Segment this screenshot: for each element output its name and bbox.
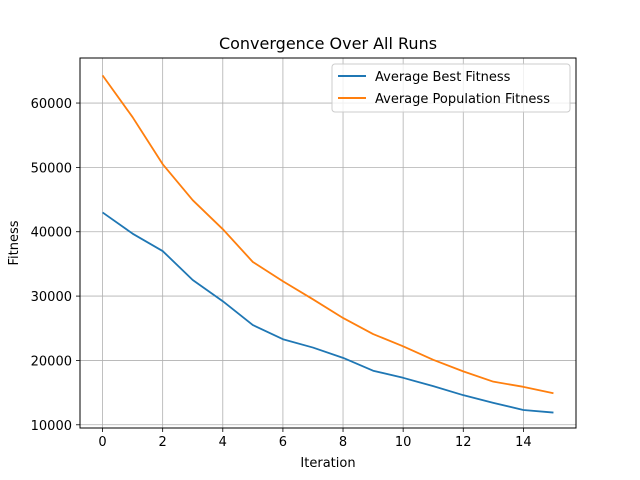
plot-frame: [79, 57, 577, 429]
series-lines: [101, 74, 554, 414]
y-tick-label: 60000: [31, 97, 72, 112]
x-tick-label: 8: [339, 435, 347, 450]
y-axis-ticks: 10000 20000 30000 40000 50000 60000: [31, 97, 80, 434]
grid: [80, 58, 576, 428]
x-tick-label: 0: [98, 435, 106, 450]
legend: Average Best Fitness Average Population …: [331, 63, 571, 113]
x-tick-label: 4: [219, 435, 227, 450]
x-tick-label: 10: [395, 435, 412, 450]
legend-label-population: Average Population Fitness: [375, 92, 550, 107]
x-tick-label: 2: [159, 435, 167, 450]
x-tick-label: 6: [279, 435, 287, 450]
y-axis-label: Fitness: [7, 220, 22, 265]
series-line-population-fitness: [101, 74, 554, 395]
legend-box: [331, 63, 571, 113]
x-axis-label: Iteration: [300, 456, 355, 471]
y-tick-label: 50000: [31, 161, 72, 176]
y-tick-label: 10000: [31, 419, 72, 434]
x-tick-label: 12: [455, 435, 472, 450]
x-tick-label: 14: [515, 435, 532, 450]
legend-label-best: Average Best Fitness: [375, 70, 511, 85]
chart-title: Convergence Over All Runs: [219, 34, 437, 53]
x-axis-ticks: 0 2 4 6 8 10 12 14: [98, 428, 532, 450]
y-tick-label: 30000: [31, 290, 72, 305]
series-line-best-fitness: [102, 211, 554, 414]
y-tick-label: 40000: [31, 226, 72, 241]
y-tick-label: 20000: [31, 354, 72, 369]
